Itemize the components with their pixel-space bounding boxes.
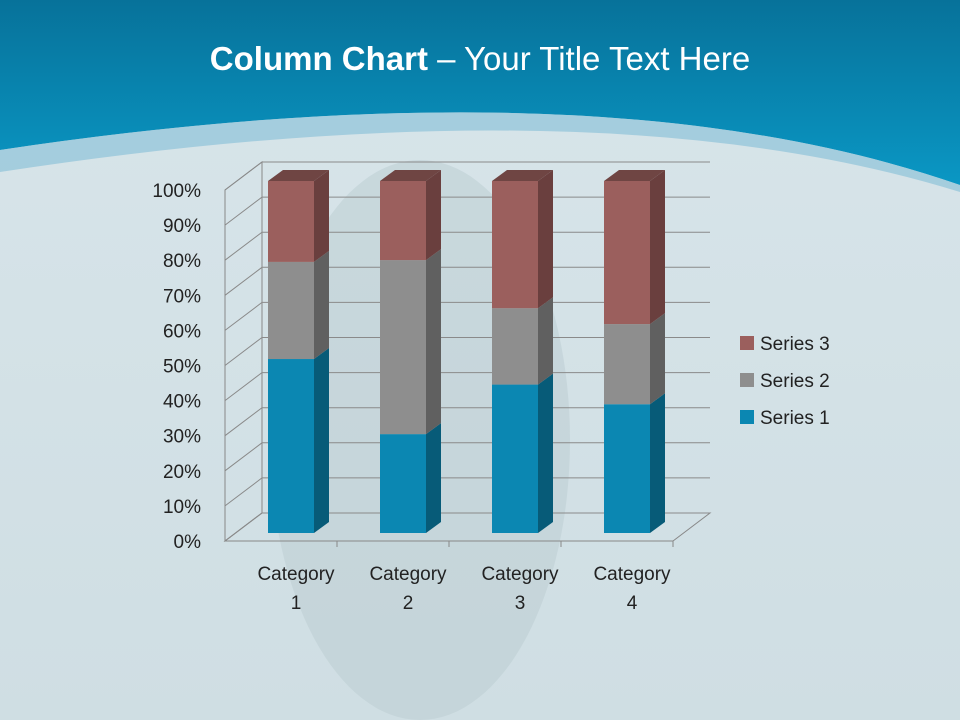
bar-side-1 — [314, 348, 329, 533]
bar-side-1 — [426, 423, 441, 533]
y-tick-label: 100% — [152, 181, 201, 202]
bar-side-2 — [538, 297, 553, 385]
y-tick-label: 80% — [163, 251, 201, 272]
bar-1-cat-1 — [268, 359, 314, 533]
bar-side-2 — [314, 250, 329, 360]
bar-side-1 — [650, 393, 665, 533]
bar-side-1 — [538, 373, 553, 533]
bar-side-3 — [426, 170, 441, 261]
category-label: 4 — [627, 593, 638, 614]
gridline — [224, 196, 710, 226]
header-band — [0, 0, 960, 185]
gridline — [224, 477, 710, 507]
gridline — [224, 161, 710, 191]
slide-title: Column Chart – Your Title Text Here — [0, 40, 960, 78]
y-tick-label: 50% — [163, 357, 201, 378]
bar-side-3 — [538, 170, 553, 309]
bar-1-cat-2 — [380, 434, 426, 533]
legend-swatch — [740, 410, 754, 424]
bar-2-cat-3 — [492, 308, 538, 385]
bar-side-2 — [426, 249, 441, 435]
bar-2-cat-1 — [268, 261, 314, 360]
gridline — [224, 231, 710, 261]
category-label: 2 — [403, 593, 414, 614]
gridline — [224, 301, 710, 331]
bar-3-cat-1 — [268, 181, 314, 262]
legend-label: Series 3 — [760, 334, 830, 355]
gridline — [224, 337, 710, 366]
y-tick-label: 0% — [174, 532, 202, 553]
gridline — [224, 407, 710, 437]
bar-top — [380, 170, 441, 181]
gridline — [224, 372, 710, 401]
bar-3-cat-4 — [604, 181, 650, 325]
bar-3-cat-2 — [380, 181, 426, 261]
category-label: 1 — [291, 593, 302, 614]
bar-3-cat-3 — [492, 181, 538, 309]
y-tick-label: 10% — [163, 497, 201, 518]
gridline — [224, 266, 710, 296]
bar-side-3 — [314, 170, 329, 262]
legend-swatch — [740, 336, 754, 350]
legend-label: Series 2 — [760, 371, 830, 392]
title-bold: Column Chart — [209, 40, 428, 77]
bar-top — [492, 170, 553, 181]
y-tick-label: 90% — [163, 216, 201, 237]
legend-swatch — [740, 373, 754, 387]
y-tick-label: 20% — [163, 462, 201, 483]
gridline — [224, 442, 710, 472]
category-label: Category — [593, 564, 671, 585]
bar-1-cat-4 — [604, 404, 650, 533]
category-label: Category — [257, 564, 335, 585]
gridline — [224, 512, 710, 542]
y-tick-label: 60% — [163, 321, 201, 342]
y-tick-label: 40% — [163, 392, 201, 413]
bar-side-3 — [650, 170, 665, 325]
category-label: Category — [481, 564, 559, 585]
bar-top — [604, 170, 665, 181]
bar-top — [268, 170, 329, 181]
bar-side-2 — [650, 313, 665, 405]
bar-2-cat-4 — [604, 324, 650, 405]
legend-label: Series 1 — [760, 408, 830, 429]
bar-2-cat-2 — [380, 260, 426, 435]
y-tick-label: 70% — [163, 286, 201, 307]
category-label: 3 — [515, 593, 526, 614]
category-label: Category — [369, 564, 447, 585]
bar-1-cat-3 — [492, 384, 538, 533]
y-tick-label: 30% — [163, 427, 201, 448]
title-rest: – Your Title Text Here — [427, 40, 751, 77]
